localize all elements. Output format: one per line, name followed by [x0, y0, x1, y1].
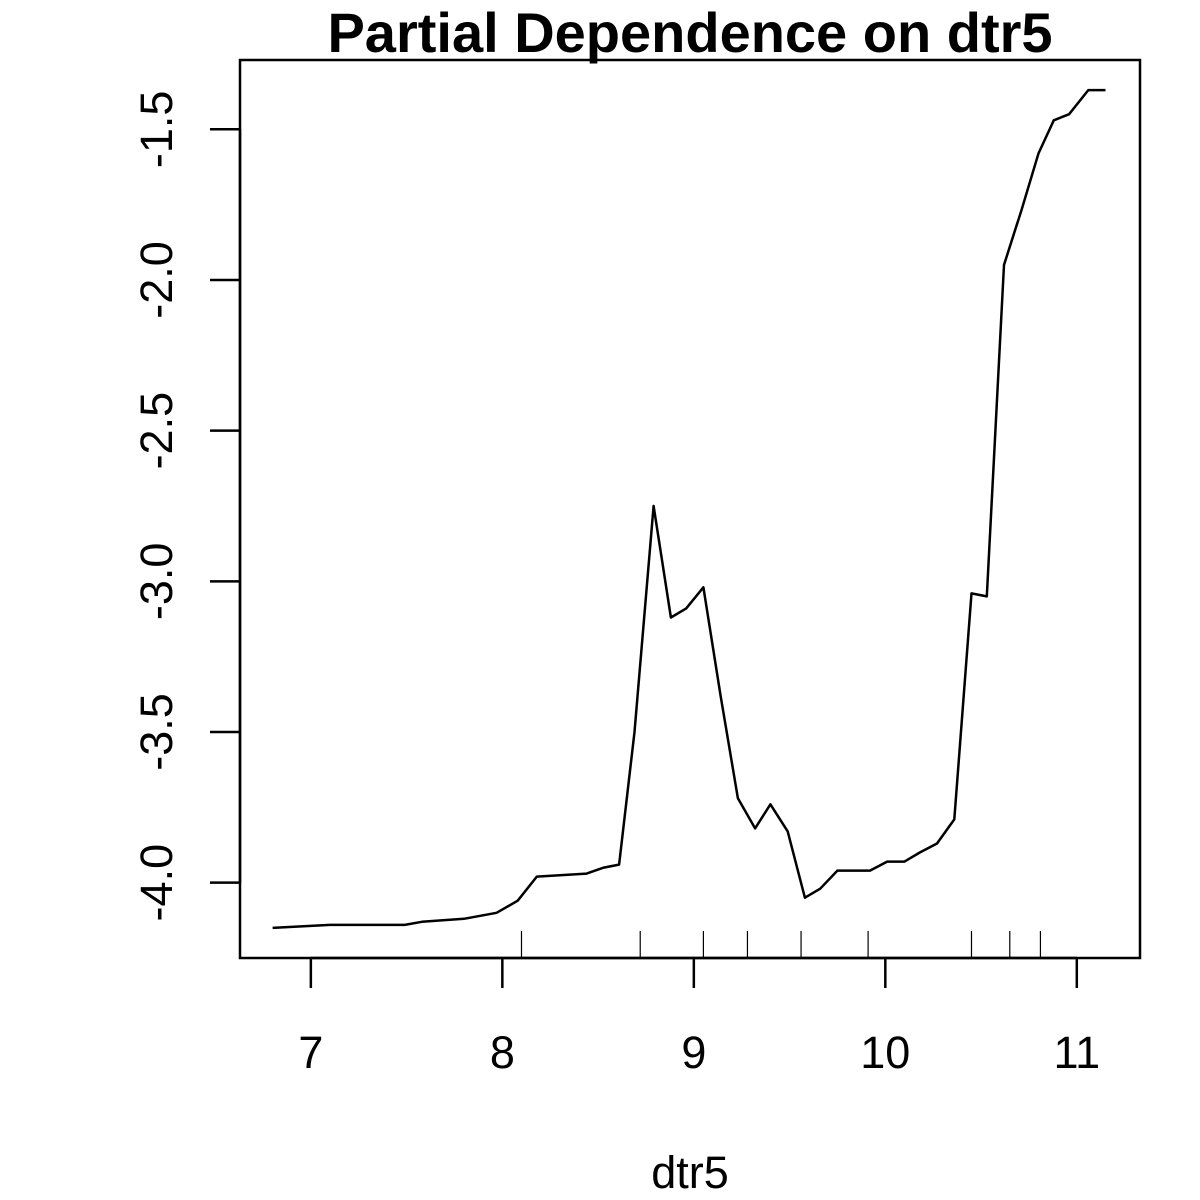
plot-frame [238, 58, 1142, 960]
y-tick-label: -2.0 [131, 241, 182, 319]
y-tick-label: -3.0 [131, 543, 182, 621]
y-tick-label: -3.5 [131, 693, 182, 771]
x-tick-label: 8 [490, 1027, 515, 1078]
y-tick-label: -2.5 [131, 392, 182, 470]
x-tick-label: 7 [298, 1027, 323, 1078]
x-axis-label: dtr5 [651, 1147, 729, 1198]
partial-dependence-line [272, 88, 1106, 930]
rug-marks [520, 931, 1042, 958]
x-tick-label: 9 [681, 1027, 706, 1078]
x-axis: 7 8 9 10 11 [298, 956, 1100, 1078]
y-tick-label: -4.0 [131, 844, 182, 922]
x-tick-label: 11 [1053, 1027, 1100, 1078]
x-tick-label: 10 [860, 1027, 910, 1078]
y-tick-label: -1.5 [131, 91, 182, 169]
chart-title: Partial Dependence on dtr5 [327, 1, 1052, 64]
y-axis: -4.0 -3.5 -3.0 -2.5 -2.0 -1.5 [131, 91, 242, 922]
